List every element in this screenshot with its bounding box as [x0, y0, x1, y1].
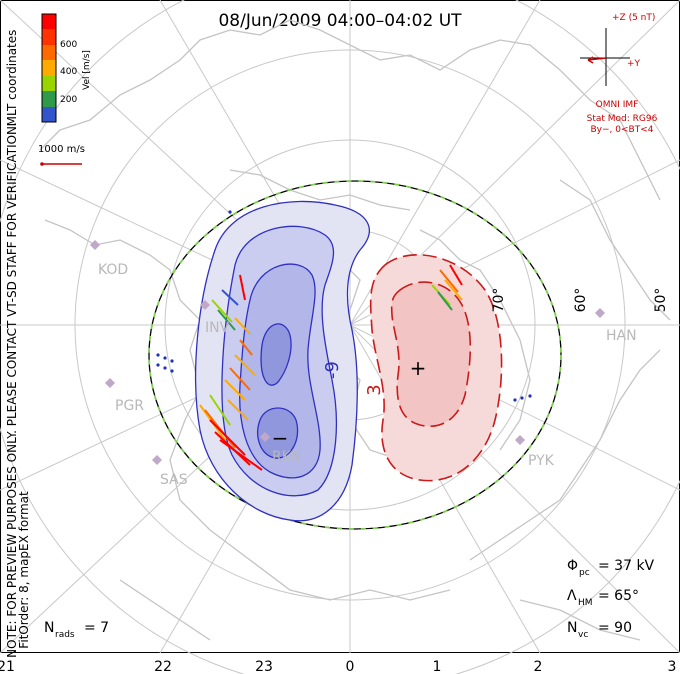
colorbar-segment	[42, 29, 56, 45]
stat-symbol: Λ	[567, 588, 577, 604]
hm-boundary-dash	[148, 180, 562, 530]
station-rkn: RKN	[260, 432, 301, 465]
station-marker-icon	[595, 308, 605, 318]
reference-vector: 1000 m/s	[38, 144, 85, 166]
colorbar-tick: 200	[60, 95, 77, 105]
stat-subscript: vc	[578, 630, 588, 640]
station-label: HAN	[606, 328, 637, 344]
mlt-label: 22	[154, 659, 172, 674]
negative-convection-cell	[194, 200, 370, 522]
station-label: PYK	[528, 453, 555, 469]
station-marker-icon	[200, 300, 210, 310]
velocity-vectors-scattered	[156, 210, 532, 402]
stat-phi-pc: Φ pc = 37 kV	[567, 558, 655, 578]
mlt-label: 0	[346, 659, 355, 674]
imf-y-label: +Y	[627, 59, 641, 69]
stat-value: = 90	[598, 620, 632, 636]
stat-value: = 37 kV	[598, 558, 655, 574]
station-label: RKN	[272, 449, 301, 465]
mlt-label: 2	[534, 659, 543, 674]
stat-symbol: Φ	[567, 558, 578, 574]
stat-subscript: HM	[578, 598, 593, 608]
stat-model-line1: Stat Mod: RG96	[587, 114, 658, 124]
station-sas: SAS	[152, 455, 188, 488]
side-note-fit-order: FitOrder: 8, mapEX format	[17, 491, 31, 649]
imf-source: OMNI IMF	[596, 100, 639, 110]
mlt-label: 21	[0, 659, 15, 674]
colorbar-segment	[42, 107, 56, 122]
negative-contour-label: -9	[322, 361, 343, 379]
station-marker-icon	[105, 378, 115, 388]
potential-maximum-marker: +	[410, 356, 427, 380]
radar-stations: KOD PGR SAS INV RKN HAN PYK	[90, 240, 637, 488]
station-label: INV	[205, 320, 230, 336]
latitude-label-60: 60°	[573, 288, 589, 313]
station-kod: KOD	[90, 240, 128, 278]
colorbar-tick: 600	[60, 40, 77, 50]
velocity-colorbar: 600 400 200 Vel [m/s]	[41, 13, 92, 123]
positive-convection-cell	[369, 254, 503, 482]
mlt-label: 3	[668, 659, 677, 674]
reference-vector-label: 1000 m/s	[38, 144, 85, 155]
velocity-vectors-dawn	[431, 264, 463, 311]
colorbar-segment	[42, 45, 56, 60]
station-marker-icon	[515, 435, 525, 445]
mlt-label: 1	[433, 659, 442, 674]
latitude-label-70: 70°	[491, 288, 507, 313]
station-marker-icon	[90, 240, 100, 250]
potential-minimum-marker: −	[272, 426, 289, 450]
map-statistics: Φ pc = 37 kV Λ HM = 65° N vc = 90 N rads…	[44, 558, 655, 640]
imf-panel: +Z (5 nT) +Y OMNI IMF Stat Mod: RG96 By−…	[580, 13, 658, 135]
station-marker-icon	[260, 432, 270, 442]
side-note: MLT coordinates NOTE: FOR PREVIEW PURPOS…	[5, 30, 31, 658]
colorbar-segment	[42, 91, 56, 107]
mlt-label: 23	[255, 659, 273, 674]
latitude-label-50: 50°	[653, 288, 669, 313]
colorbar-tick: 400	[60, 67, 77, 77]
station-label: SAS	[160, 472, 188, 488]
positive-contour-label: 3	[364, 384, 385, 395]
velocity-vectors-dusk	[199, 274, 263, 471]
stat-lambda-hm: Λ HM = 65°	[567, 588, 639, 608]
colorbar-segment	[42, 76, 56, 91]
stat-symbol: N	[44, 620, 54, 636]
stat-subscript: pc	[579, 568, 590, 578]
stat-value: = 7	[84, 620, 109, 636]
imf-z-label: +Z (5 nT)	[612, 13, 655, 23]
colorbar-segment	[42, 14, 56, 29]
station-marker-icon	[152, 455, 162, 465]
stat-n-vc: N vc = 90	[567, 620, 632, 640]
stat-n-rads: N rads = 7	[44, 620, 109, 640]
imf-vector	[587, 57, 607, 61]
stat-model-line2: By−, 0<BT<4	[591, 125, 654, 135]
stat-subscript: rads	[55, 630, 75, 640]
colorbar-segment	[42, 60, 56, 76]
station-label: PGR	[115, 398, 144, 414]
colorbar-label: Vel [m/s]	[82, 50, 92, 90]
station-pgr: PGR	[105, 378, 144, 414]
stat-value: = 65°	[598, 588, 639, 604]
stat-symbol: N	[567, 620, 577, 636]
map-title: 08/Jun/2009 04:00–04:02 UT	[218, 11, 462, 31]
mlt-axis: 21 22 23 0 1 2 3	[0, 659, 676, 674]
side-note-coordinates: MLT coordinates	[5, 30, 19, 127]
station-han: HAN	[595, 308, 637, 344]
station-pyk: PYK	[515, 435, 555, 469]
side-note-preview-warning: NOTE: FOR PREVIEW PURPOSES ONLY. PLEASE …	[5, 122, 19, 658]
station-inv: INV	[200, 300, 230, 336]
station-label: KOD	[98, 262, 128, 278]
